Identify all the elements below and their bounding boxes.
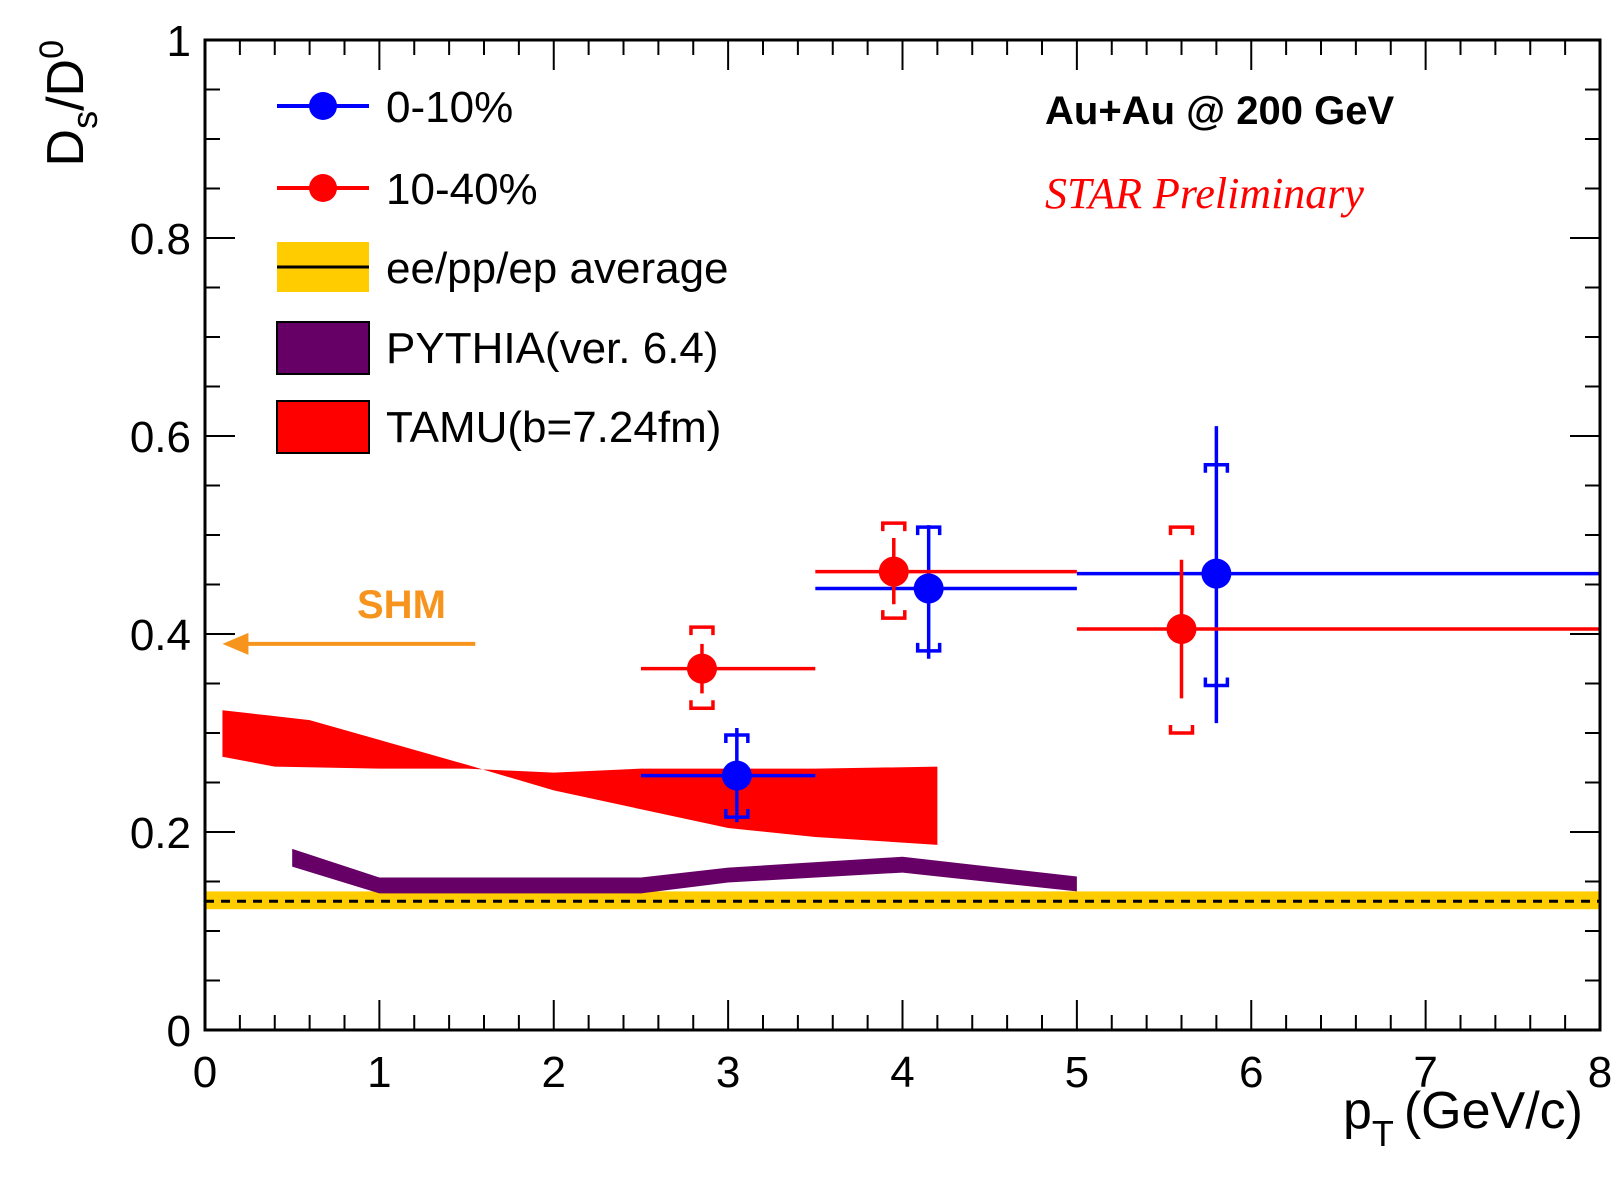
x-tick-label: 7 (1413, 1048, 1437, 1097)
model-bands (205, 710, 1600, 910)
legend-label-10-40: 10-40% (386, 165, 538, 214)
legend-entry-10-40: 10-40% (277, 165, 538, 214)
legend: 0-10% 10-40% ee/pp/ep average PYTHIA(ver… (276, 83, 729, 454)
x-tick-label: 5 (1065, 1048, 1089, 1097)
sys-bracket-bottom (915, 642, 942, 653)
x-tick-label: 0 (193, 1048, 217, 1097)
average-band (205, 891, 1600, 910)
x-tick-label: 6 (1239, 1048, 1263, 1097)
pythia-band (292, 848, 1077, 894)
legend-entry-average: ee/pp/ep average (277, 242, 729, 293)
marker (1166, 614, 1197, 645)
sys-bracket-top (689, 625, 715, 636)
sys-bracket-top (881, 521, 907, 532)
shm-label: SHM (357, 583, 446, 627)
series-1-point-0 (640, 625, 816, 710)
sys-bracket-bottom (1168, 725, 1195, 735)
sys-bracket-top (1168, 525, 1195, 536)
y-tick-label: 0.2 (130, 809, 191, 858)
x-tick-label: 4 (890, 1048, 914, 1097)
marker (686, 653, 717, 684)
shm-indicator: SHM (222, 583, 476, 655)
series-0-point-0 (640, 728, 816, 823)
x-tick-label: 2 (542, 1048, 566, 1097)
y-axis-title: Ds/D0 (33, 40, 105, 166)
marker (913, 573, 944, 604)
series-1-point-1 (815, 521, 1077, 620)
y-tick-label: 0.4 (130, 611, 191, 660)
shm-arrow-head (222, 632, 249, 655)
legend-entry-pythia: PYTHIA(ver. 6.4) (276, 321, 719, 375)
marker (1201, 558, 1232, 589)
sys-bracket-bottom (689, 700, 715, 710)
legend-entry-tamu: TAMU(b=7.24fm) (276, 400, 721, 454)
series-0-point-2 (1076, 426, 1600, 724)
sys-bracket-top (724, 733, 750, 743)
sys-bracket-bottom (881, 610, 907, 620)
y-tick-label: 1 (167, 17, 191, 66)
y-tick-label: 0.8 (130, 215, 191, 264)
legend-entry-0-10: 0-10% (277, 83, 513, 132)
y-tick-label: 0 (167, 1007, 191, 1056)
marker (721, 760, 752, 791)
axes: 0 1 2 3 4 5 6 7 8 0 0.2 0.4 0.6 0.8 1 (130, 17, 1612, 1097)
sys-bracket-bottom (724, 809, 750, 819)
tamu-band (222, 710, 938, 845)
legend-label-pythia: PYTHIA(ver. 6.4) (386, 324, 719, 373)
data-points (640, 426, 1600, 823)
legend-label-average: ee/pp/ep average (386, 244, 729, 293)
legend-label-0-10: 0-10% (386, 83, 513, 132)
legend-label-tamu: TAMU(b=7.24fm) (386, 403, 721, 452)
series-0-point-1 (815, 525, 1077, 659)
x-tick-label: 3 (716, 1048, 740, 1097)
x-tick-label: 8 (1588, 1048, 1612, 1097)
chart-subtitle: STAR Preliminary (1045, 169, 1364, 218)
sys-bracket-bottom (1203, 677, 1230, 688)
x-axis-title: pT (GeV/c) (1343, 1082, 1583, 1154)
sys-bracket-top (1203, 462, 1230, 473)
chart-title: Au+Au @ 200 GeV (1045, 89, 1394, 133)
x-tick-label: 1 (367, 1048, 391, 1097)
series-1-point-2 (1076, 525, 1600, 735)
sys-bracket-top (915, 525, 942, 536)
marker (878, 556, 909, 587)
y-tick-label: 0.6 (130, 413, 191, 462)
